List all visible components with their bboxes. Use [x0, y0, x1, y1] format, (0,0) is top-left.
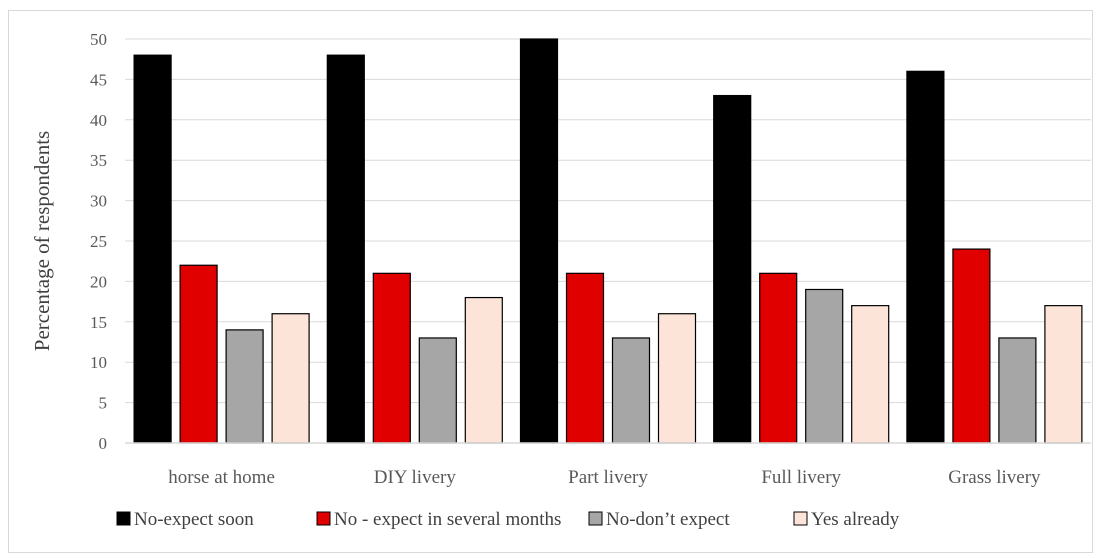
bar-0-2: [225, 329, 264, 444]
bar-1-1: [372, 272, 411, 444]
bar-0-3: [271, 313, 310, 444]
y-tick-label: 10: [90, 353, 107, 372]
y-tick-label: 0: [99, 434, 108, 453]
x-category-label: Full livery: [761, 467, 841, 488]
bar-1-0: [326, 54, 365, 444]
y-tick-label: 40: [90, 111, 107, 130]
bar-2-2: [611, 337, 651, 444]
bar-4-1: [952, 248, 991, 444]
y-tick-label: 15: [90, 313, 107, 332]
legend-label: No-don’t expect: [606, 509, 730, 530]
legend-swatch: [316, 511, 331, 526]
legend: No-expect soon No - expect in several mon…: [116, 509, 900, 530]
bar-3-2: [805, 288, 844, 444]
y-axis-ticks: 0 5 10 15 20 25 30 35 40 45 50: [90, 30, 107, 453]
legend-label: No-expect soon: [134, 509, 254, 530]
legend-label: Yes already: [811, 509, 900, 530]
bar-2-3: [657, 313, 697, 444]
x-axis-categories: horse at home DIY livery Part livery Full l…: [168, 467, 1041, 488]
bar-3-0: [713, 94, 752, 444]
x-category-label: Grass livery: [948, 467, 1041, 488]
y-tick-label: 30: [90, 192, 107, 211]
legend-label: No - expect in several months: [334, 509, 561, 530]
legend-swatch: [116, 511, 131, 526]
bar-4-3: [1044, 305, 1083, 444]
bar-0-0: [133, 54, 172, 444]
bar-3-3: [851, 305, 890, 444]
x-category-label: Part livery: [568, 467, 648, 488]
bar-chart: 0 5 10 15 20 25 30 35 40 45 50 horse at home DIY li…: [30, 30, 1091, 530]
legend-swatch: [793, 511, 808, 526]
x-category-label: DIY livery: [374, 467, 457, 488]
y-tick-label: 50: [90, 30, 107, 49]
bar-4-0: [906, 70, 945, 444]
y-tick-label: 20: [90, 272, 107, 291]
gridlines: [125, 38, 1091, 444]
bar-1-3: [464, 296, 503, 444]
y-axis-label: Percentage of respondents: [30, 131, 54, 351]
y-tick-label: 35: [90, 151, 107, 170]
y-tick-label: 45: [90, 70, 107, 89]
bar-2-0: [519, 38, 559, 444]
x-category-label: horse at home: [168, 467, 275, 488]
bar-3-1: [759, 272, 798, 444]
bar-1-2: [418, 337, 457, 444]
chart-container: 0 5 10 15 20 25 30 35 40 45 50 horse at home DIY li…: [8, 10, 1093, 553]
bars: [133, 38, 1083, 444]
y-tick-label: 5: [99, 394, 108, 413]
legend-swatch: [588, 511, 603, 526]
bar-4-2: [998, 337, 1037, 444]
bar-2-1: [565, 272, 605, 444]
y-tick-label: 25: [90, 232, 107, 251]
bar-0-1: [179, 264, 218, 444]
